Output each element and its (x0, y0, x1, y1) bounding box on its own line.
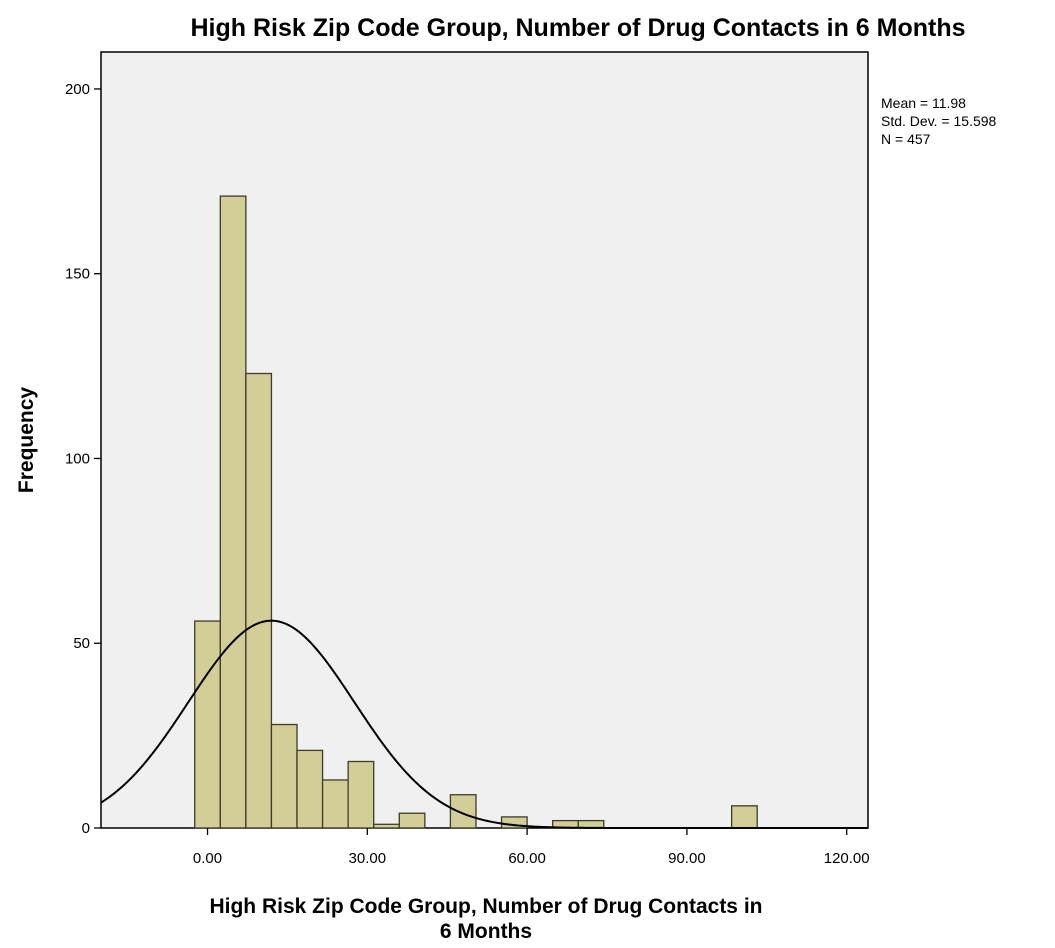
x-tick-label: 60.00 (508, 850, 546, 867)
bars-layer (194, 195, 758, 829)
stat-mean: Mean = 11.98 (881, 95, 966, 111)
y-tick-label: 50 (73, 635, 90, 652)
histogram-bar (270, 723, 298, 829)
x-tick-label: 0.00 (193, 850, 222, 867)
x-axis-label-line-2: 6 Months (440, 920, 532, 943)
normal-curve (100, 619, 868, 829)
y-tick-label: 100 (65, 450, 90, 467)
x-axis-label-line-1: High Risk Zip Code Group, Number of Drug… (209, 895, 762, 918)
chart-title: High Risk Zip Code Group, Number of Drug… (191, 14, 966, 42)
stat-n: N = 457 (881, 131, 931, 147)
y-axis-label: Frequency (15, 387, 38, 494)
histogram-bar (347, 760, 375, 829)
y-tick-label: 150 (65, 266, 90, 283)
y-tick-label: 0 (82, 820, 90, 837)
x-axis: 0.00 30.00 60.00 90.00 120.00 (193, 828, 870, 867)
x-tick-label: 90.00 (668, 850, 706, 867)
histogram-bar (321, 779, 349, 829)
histogram-bar (449, 794, 477, 829)
histogram-bar (219, 195, 247, 829)
x-tick-label: 30.00 (349, 850, 387, 867)
histogram-bar (245, 372, 273, 829)
histogram-bar (373, 823, 400, 829)
histogram-bar (500, 816, 528, 829)
histogram-bar (296, 749, 324, 829)
histogram-bar (194, 620, 221, 829)
histogram-bar (730, 805, 758, 829)
y-tick-label: 200 (65, 81, 90, 98)
stat-std-dev: Std. Dev. = 15.598 (881, 113, 997, 129)
y-axis: 0 50 100 150 200 (65, 81, 101, 837)
histogram-bar (398, 812, 426, 829)
x-tick-label: 120.00 (824, 850, 870, 867)
